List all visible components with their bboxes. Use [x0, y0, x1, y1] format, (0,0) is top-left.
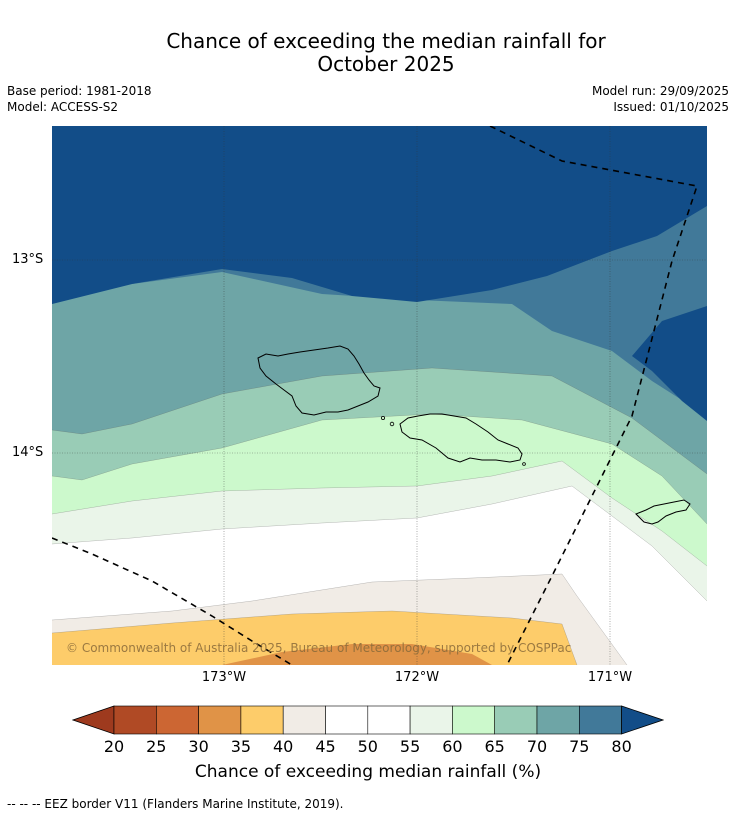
- map-title: Chance of exceeding the median rainfall …: [0, 30, 736, 76]
- colorbar-tick-60: 60: [442, 737, 463, 756]
- colorbar-label: Chance of exceeding median rainfall (%): [194, 762, 542, 782]
- colorbar-cell-70-75: [536, 705, 580, 735]
- eez-footnote: -- -- -- EEZ border V11 (Flanders Marine…: [7, 797, 344, 811]
- colorbar-cell-60-65: [452, 705, 495, 735]
- band-80-plus-north: [52, 126, 707, 304]
- colorbar-cell-30-35: [198, 705, 242, 735]
- colorbar-extend-low: [71, 705, 115, 735]
- colorbar: [71, 705, 665, 739]
- map-svg: [52, 126, 707, 665]
- apolima-islet: [389, 421, 395, 427]
- tutuila-island: [635, 499, 691, 525]
- colorbar-tick-40: 40: [273, 737, 294, 756]
- nuutele-islet: [522, 462, 526, 466]
- contour-lines: [52, 367, 707, 665]
- colorbar-cell-25-30: [156, 705, 199, 735]
- savaii-island: [257, 345, 381, 416]
- copyright-notice: © Commonwealth of Australia 2025, Bureau…: [66, 641, 572, 655]
- manono-islet: [380, 415, 385, 420]
- map-panel: [52, 126, 707, 665]
- colorbar-cell-50-55: [367, 705, 411, 735]
- colorbar-extend-high: [621, 705, 665, 735]
- lat-label-13s: 13°S: [12, 252, 44, 267]
- map-title-line-2: October 2025: [317, 52, 455, 76]
- upolu-island: [399, 413, 523, 463]
- colorbar-cell-65-70: [494, 705, 538, 735]
- colorbar-tick-50: 50: [357, 737, 378, 756]
- colorbar-cell-35-40: [240, 705, 284, 735]
- colorbar-cell-40-45: [282, 705, 326, 735]
- colorbar-tick-75: 75: [569, 737, 590, 756]
- colorbar-svg: [71, 705, 665, 735]
- model-run: Model run: 29/09/2025: [591, 84, 729, 98]
- band-30-35: [222, 644, 492, 665]
- colorbar-cell-55-60: [409, 705, 453, 735]
- colorbar-cell-20-25: [113, 705, 157, 735]
- colorbar-tick-70: 70: [526, 737, 548, 756]
- base-period: Base period: 1981-2018: [7, 84, 152, 98]
- colorbar-tick-35: 35: [230, 737, 252, 756]
- lon-label-172w: 172°W: [394, 670, 440, 685]
- model-name: Model: ACCESS-S2: [7, 100, 119, 114]
- colorbar-tick-55: 55: [399, 737, 421, 756]
- lat-label-14s: 14°S: [12, 445, 44, 460]
- issued-date: Issued: 01/10/2025: [613, 100, 729, 114]
- colorbar-tick-25: 25: [146, 737, 167, 756]
- meta-right: Model run: 29/09/2025 Issued: 01/10/2025: [592, 83, 729, 115]
- colorbar-tick-80: 80: [611, 737, 632, 756]
- lon-label-171w: 171°W: [587, 670, 633, 685]
- colorbar-tick-65: 65: [484, 737, 505, 756]
- graticule: [52, 126, 707, 665]
- colorbar-cell-75-80: [578, 705, 622, 735]
- map-title-line-1: Chance of exceeding the median rainfall …: [166, 29, 606, 53]
- eez-border: [52, 126, 699, 665]
- colorbar-cell-45-50: [325, 705, 369, 735]
- colorbar-tick-30: 30: [188, 737, 209, 756]
- colorbar-tick-45: 45: [315, 737, 336, 756]
- lon-label-173w: 173°W: [201, 670, 247, 685]
- colorbar-tick-20: 20: [103, 737, 125, 756]
- meta-left: Base period: 1981-2018 Model: ACCESS-S2: [7, 83, 152, 115]
- band-80-plus-east: [632, 306, 707, 421]
